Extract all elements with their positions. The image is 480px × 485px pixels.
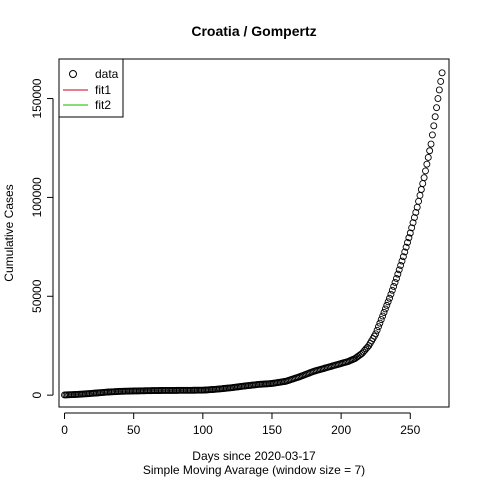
- x-tick-label: 250: [400, 423, 420, 437]
- data-point: [406, 229, 414, 237]
- legend-box: [58, 58, 124, 118]
- data-point: [438, 69, 446, 77]
- legend-data-label: data: [95, 67, 119, 81]
- data-point: [391, 278, 399, 286]
- data-point: [390, 282, 398, 290]
- y-tick-label: 150000: [30, 78, 44, 118]
- y-axis: 0 50000 100000 150000: [30, 78, 54, 398]
- legend-fit2-label: fit2: [95, 98, 111, 112]
- data-point: [383, 301, 391, 309]
- data-point: [431, 113, 439, 121]
- data-point: [430, 122, 438, 130]
- x-tick-label: 150: [262, 423, 282, 437]
- data-point: [395, 266, 403, 274]
- data-point: [373, 326, 381, 334]
- data-point: [387, 290, 395, 298]
- data-point: [375, 323, 382, 331]
- legend: data fit1 fit2: [58, 58, 124, 118]
- data-point: [402, 243, 410, 251]
- data-point: [424, 154, 432, 161]
- x-tick-label: 100: [193, 423, 213, 437]
- data-point: [435, 86, 443, 94]
- plot-frame: [58, 58, 450, 408]
- data-point: [397, 261, 405, 269]
- x-axis: 0 50 100 150 200 250: [61, 412, 421, 437]
- data-point: [412, 208, 420, 216]
- x-tick-label: 200: [331, 423, 351, 437]
- y-tick-label: 0: [30, 391, 44, 398]
- data-point: [401, 248, 409, 256]
- x-tick-label: 0: [61, 423, 68, 437]
- data-point: [409, 219, 417, 227]
- data-point: [426, 147, 434, 155]
- legend-fit1-label: fit1: [95, 83, 111, 97]
- data-point: [388, 286, 396, 294]
- legend-data-symbol: [69, 70, 77, 78]
- data-point: [434, 95, 442, 103]
- data-point: [422, 167, 429, 175]
- data-point: [433, 104, 440, 112]
- data-point: [423, 160, 431, 168]
- data-series: [61, 69, 446, 399]
- data-point: [372, 330, 380, 338]
- x-tick-label: 50: [127, 423, 141, 437]
- data-point: [376, 319, 384, 327]
- data-point: [398, 257, 406, 265]
- data-point: [428, 131, 436, 139]
- data-point: [420, 174, 428, 182]
- data-point: [384, 298, 392, 306]
- data-point: [410, 214, 418, 222]
- data-point: [381, 305, 389, 313]
- data-point: [408, 224, 416, 232]
- x-axis-label: Days since 2020-03-17: [192, 449, 316, 463]
- y-axis-label: Cumulative Cases: [2, 184, 16, 281]
- data-point: [377, 316, 385, 324]
- data-point: [379, 312, 387, 320]
- x-axis-sublabel: Simple Moving Avarage (window size = 7): [143, 463, 365, 477]
- data-point: [380, 309, 388, 316]
- data-point: [427, 140, 435, 148]
- data-point: [399, 253, 407, 261]
- y-tick-label: 50000: [30, 279, 44, 313]
- data-point: [393, 275, 400, 282]
- data-point: [405, 234, 413, 242]
- data-point: [404, 239, 411, 246]
- data-point: [386, 294, 393, 302]
- y-tick-label: 100000: [30, 177, 44, 217]
- data-point: [437, 77, 445, 85]
- data-point: [394, 270, 402, 278]
- chart-title: Croatia / Gompertz: [191, 23, 316, 39]
